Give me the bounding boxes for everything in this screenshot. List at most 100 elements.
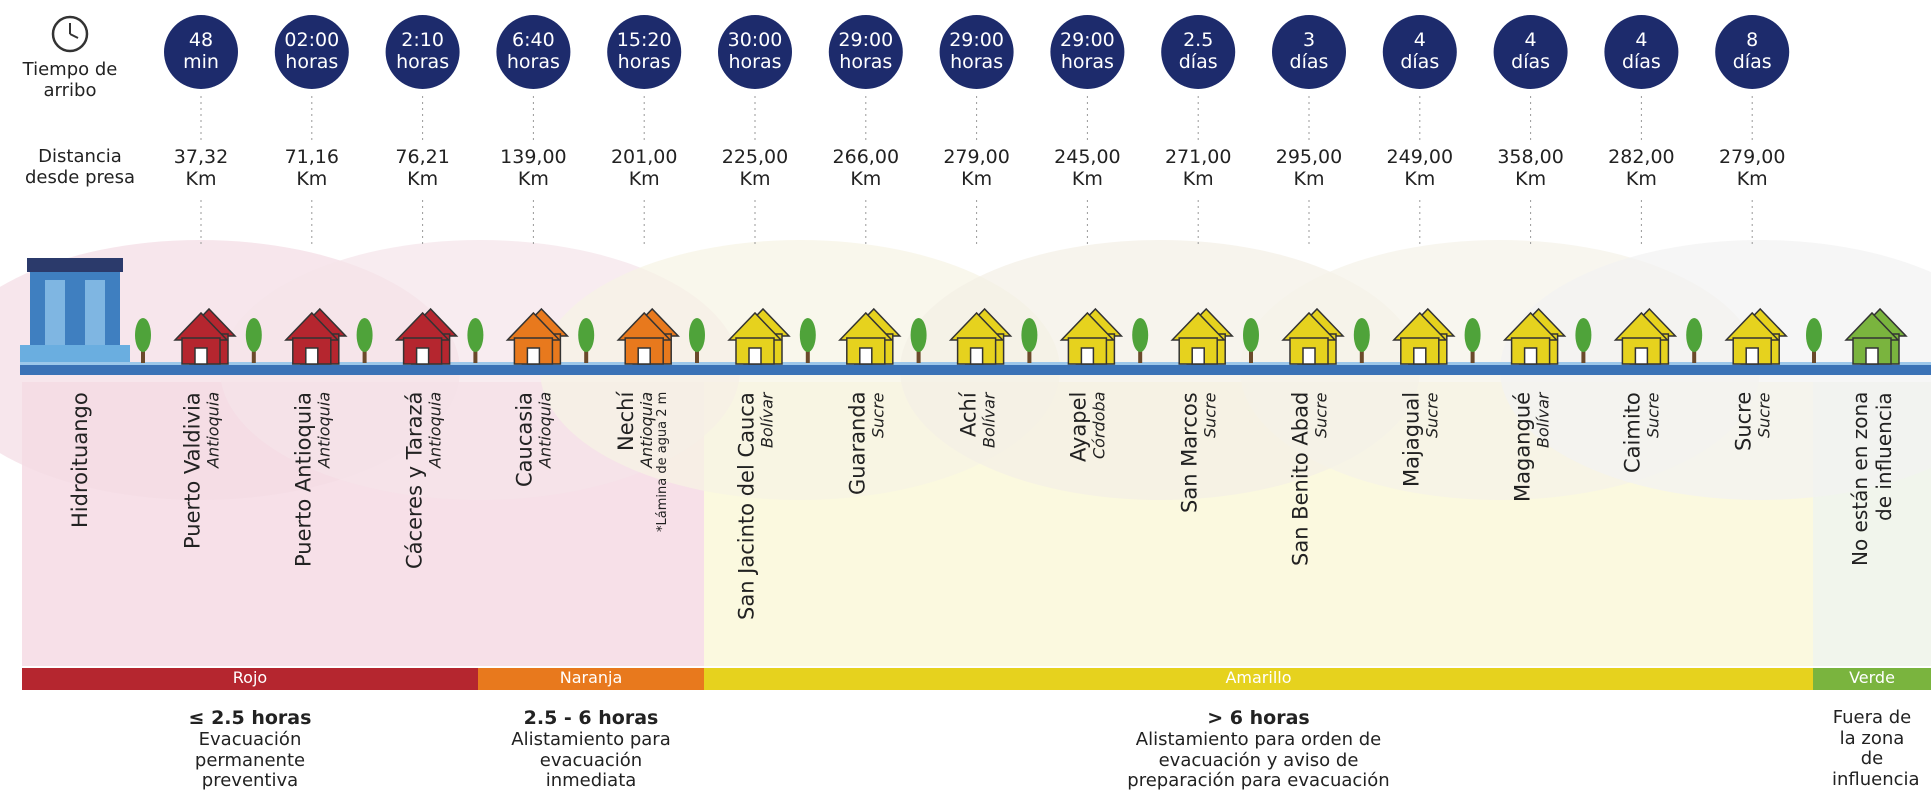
time-unit: horas [604, 52, 684, 74]
zone-name: Verde [1813, 669, 1931, 687]
distance-text: 271,00Km [1148, 147, 1248, 191]
distance-text: 225,00Km [705, 147, 805, 191]
town-name: San Benito Abad [1289, 392, 1313, 682]
distance-unit: Km [594, 169, 694, 191]
distance-value: 358,00 [1481, 147, 1581, 169]
tree [800, 318, 816, 352]
outside-text: No están en zona de influencia [1848, 392, 1896, 592]
time-unit: horas [272, 52, 352, 74]
zone-name: Amarillo [704, 669, 1813, 687]
tree [1686, 318, 1702, 352]
distance-value: 295,00 [1259, 147, 1359, 169]
distance-unit: Km [816, 169, 916, 191]
town-name: Achí [956, 392, 980, 682]
zone-desc: 2.5 - 6 horasAlistamiento para evacuació… [506, 708, 676, 792]
house-door [1525, 348, 1537, 364]
tree [578, 318, 594, 352]
distance-label: Distancia desde presa [10, 147, 150, 188]
house-door [1866, 348, 1878, 364]
time-unit: días [1269, 52, 1349, 74]
house-door [417, 348, 429, 364]
time-text: 02:00horas [272, 30, 352, 74]
time-unit: horas [383, 52, 463, 74]
time-value: 4 [1601, 30, 1681, 52]
time-value: 48 [161, 30, 241, 52]
time-value: 2.5 [1158, 30, 1238, 52]
distance-value: 201,00 [594, 147, 694, 169]
zone-description: Alistamiento para evacuación inmediata [506, 730, 676, 792]
town-dept: Antioquia [638, 392, 655, 682]
distance-value: 76,21 [373, 147, 473, 169]
distance-unit: Km [373, 169, 473, 191]
town-name: Puerto Antioquia [291, 392, 315, 682]
distance-unit: Km [1591, 169, 1691, 191]
time-text: 4días [1380, 30, 1460, 74]
time-unit: horas [493, 52, 573, 74]
time-text: 6:40horas [493, 30, 573, 74]
distance-text: 139,00Km [483, 147, 583, 191]
tree [357, 318, 373, 352]
time-value: 3 [1269, 30, 1349, 52]
time-value: 02:00 [272, 30, 352, 52]
infographic: Tiempo de arriboDistancia desde presa48m… [0, 0, 1931, 806]
tree [1465, 318, 1481, 352]
distance-unit: Km [1370, 169, 1470, 191]
house-door [1192, 348, 1204, 364]
zone-name: Rojo [22, 669, 478, 687]
town-label: AyapelCórdoba [1067, 392, 1108, 682]
time-value: 2:10 [383, 30, 463, 52]
distance-value: 279,00 [1702, 147, 1802, 169]
time-unit: horas [1047, 52, 1127, 74]
town-dept: Sucre [1423, 392, 1440, 682]
distance-value: 282,00 [1591, 147, 1691, 169]
town-label: SucreSucre [1732, 392, 1773, 682]
tree [246, 318, 262, 352]
town-dept: Antioquia [426, 392, 443, 682]
town-name: Majagual [1399, 392, 1423, 682]
town-name: San Jacinto del Cauca [735, 392, 759, 682]
distance-value: 139,00 [483, 147, 583, 169]
distance-unit: Km [1037, 169, 1137, 191]
town-name: Ayapel [1067, 392, 1091, 682]
distance-unit: Km [262, 169, 362, 191]
origin-label: Hidroituango [68, 392, 92, 682]
time-value: 4 [1491, 30, 1571, 52]
zone-description: Alistamiento para orden de evacuación y … [1109, 730, 1409, 792]
house-door [527, 348, 539, 364]
tree [1806, 318, 1822, 352]
town-dept: Bolívar [980, 392, 997, 682]
town-label: San Jacinto del CaucaBolívar [735, 392, 776, 682]
town-dept: Sucre [1756, 392, 1773, 682]
zone-desc: ≤ 2.5 horasEvacuación permanente prevent… [175, 708, 325, 792]
time-unit: días [1380, 52, 1460, 74]
distance-text: 71,16Km [262, 147, 362, 191]
house-door [638, 348, 650, 364]
town-dept: Sucre [1313, 392, 1330, 682]
time-value: 15:20 [604, 30, 684, 52]
town-name: Caimito [1621, 392, 1645, 682]
town-label: Puerto ValdiviaAntioquia [181, 392, 222, 682]
town-dept: Bolívar [759, 392, 776, 682]
distance-unit: Km [1148, 169, 1248, 191]
house-door [1746, 348, 1758, 364]
time-value: 29:00 [826, 30, 906, 52]
time-value: 30:00 [715, 30, 795, 52]
distance-unit: Km [1481, 169, 1581, 191]
tree [1021, 318, 1037, 352]
town-dept: Sucre [869, 392, 886, 682]
town-name: Sucre [1732, 392, 1756, 682]
zone-range: > 6 horas [1109, 708, 1409, 730]
zone-description: Fuera de la zona de influencia [1832, 708, 1912, 791]
time-unit: horas [937, 52, 1017, 74]
town-name: Caucasia [513, 392, 537, 682]
town-name: San Marcos [1178, 392, 1202, 682]
time-unit: horas [826, 52, 906, 74]
clock-hand [70, 34, 78, 38]
distance-value: 245,00 [1037, 147, 1137, 169]
